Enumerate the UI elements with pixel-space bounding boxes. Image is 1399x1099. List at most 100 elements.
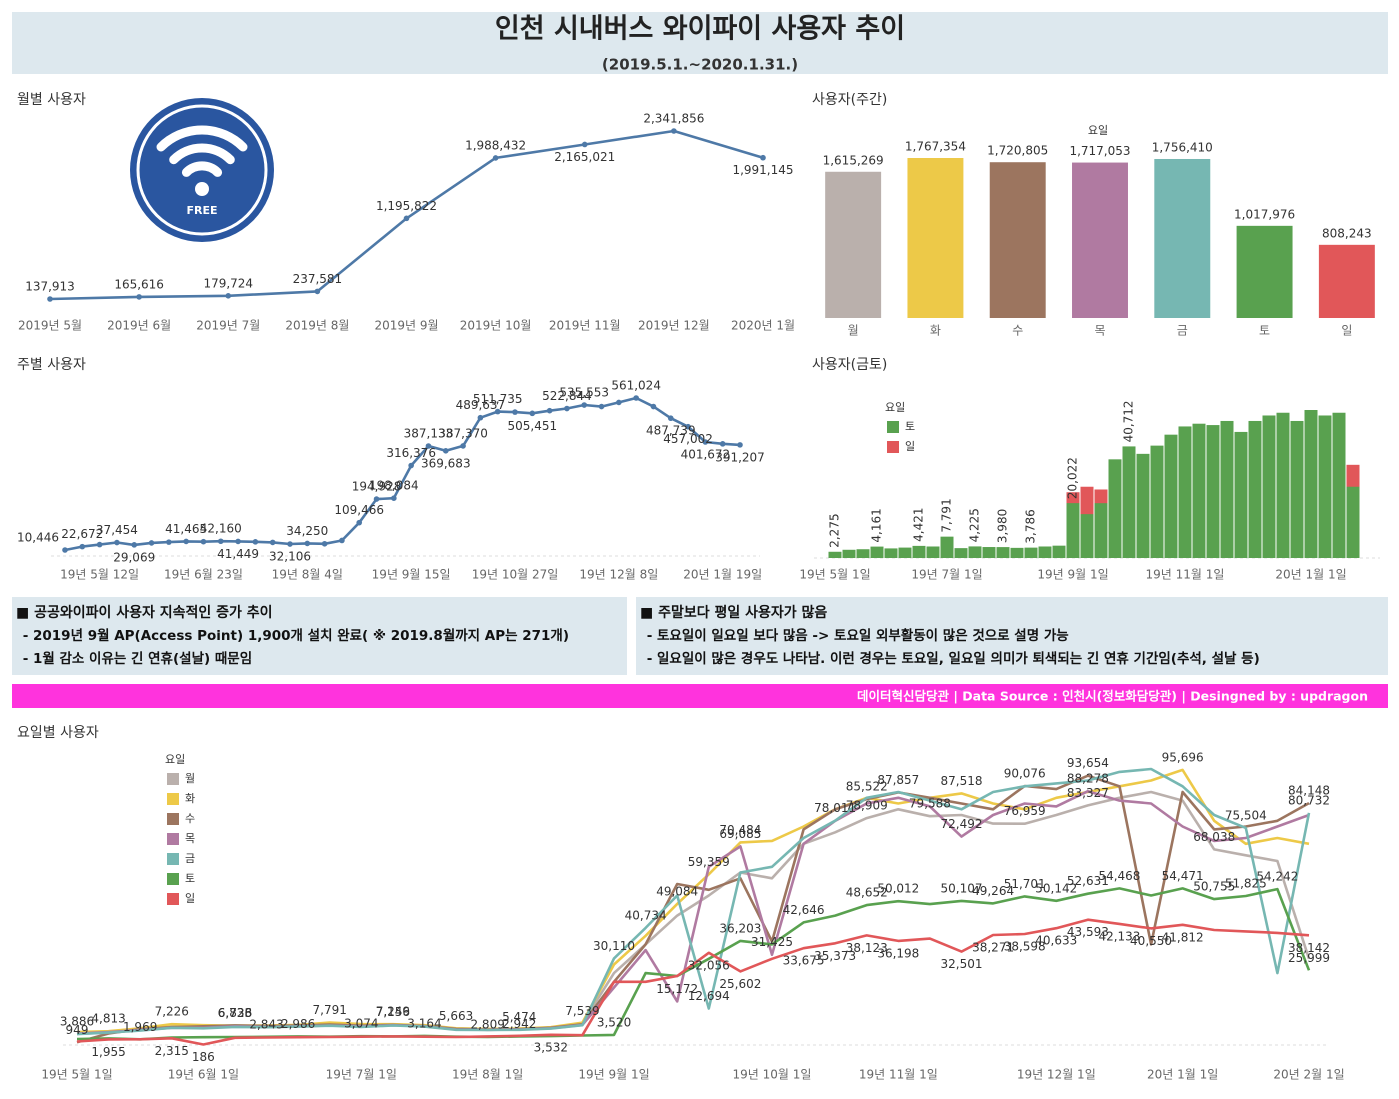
point [62,547,68,553]
value-label: 41,812 [1162,930,1204,944]
value-label: 194,928 [352,480,402,494]
x-tick-label: 19년 5월 12일 [60,568,139,582]
point [225,293,232,299]
point [148,540,155,546]
value-label: 38,123 [846,941,888,955]
x-tick-label: 20년 2월 1일 [1273,1068,1344,1082]
point [252,539,259,545]
bar [884,548,898,558]
point [166,539,172,545]
value-label: 42,646 [783,903,825,917]
bar [1236,225,1293,318]
value-label: 32,501 [941,957,983,971]
value-label: 50,755 [1193,880,1235,894]
value-label: 2,942 [502,1017,536,1031]
value-label: 7,249 [376,1005,410,1019]
point [671,128,677,134]
value-label: 29,069 [113,550,155,564]
point [114,539,120,546]
value-label: 93,654 [1067,756,1109,770]
bar [1136,453,1150,558]
chart-title: 사용자(주간) [812,92,887,108]
chart-title: 월별 사용자 [17,92,86,108]
value-label: 522,844 [542,389,592,403]
bar [1192,423,1206,558]
x-tick-label: 2019년 11월 [549,319,621,333]
point [685,423,691,430]
value-label: 35,373 [814,949,856,963]
x-tick-label: 월 [848,324,859,338]
value-label: 20,022 [1066,457,1080,499]
value-label: 1,988,432 [465,138,526,152]
value-label: 2,986 [281,1017,315,1031]
value-label: 3,532 [534,1040,568,1054]
value-label: 41,449 [217,547,259,561]
legend-swatch [167,813,179,825]
value-label: 31,425 [751,935,793,949]
value-label: 7,791 [313,1003,347,1017]
x-tick-label: 2019년 12월 [638,319,710,333]
point [616,399,622,406]
value-label: 401,672 [681,447,731,461]
legend-title: 요일 [165,752,185,766]
bar [1122,446,1136,558]
value-label: 25,602 [719,977,761,991]
x-tick-label: 19년 8월 1일 [452,1068,523,1082]
x-tick-label: 19년 12월 1일 [1017,1068,1096,1082]
value-label: 38,271 [972,940,1014,954]
value-label: 2,341,856 [643,112,704,126]
value-label: 387,133 [404,427,454,441]
value-label: 59,359 [688,855,730,869]
value-label: 87,518 [941,774,983,788]
x-tick-label: 20년 1월 1일 [1275,568,1346,582]
value-label: 78,011 [814,801,856,815]
value-label: 3,886 [60,1014,94,1028]
point [442,448,449,454]
value-label: 49,084 [656,884,698,898]
value-label: 48,652 [846,886,888,900]
value-label: 68,038 [1193,830,1235,844]
value-label: 179,724 [203,276,253,290]
note-line: - 2019년 9월 AP(Access Point) 1,900개 설치 완료… [18,627,569,644]
x-tick-label: 금 [1177,324,1188,338]
bar [1038,546,1052,558]
value-label: 38,142 [1288,941,1330,955]
legend-label: 일 [905,439,915,453]
x-tick-label: 2019년 5월 [18,319,82,333]
value-label: 84,148 [1288,784,1330,798]
footer-text: 데이터혁신담당관 | Data Source : 인천시(정보화담당관) | D… [857,689,1368,704]
point [408,462,414,469]
note-heading: ■ 공공와이파이 사용자 지속적인 증가 추이 [16,604,273,621]
x-tick-label: 일 [1341,324,1352,338]
value-label: 90,076 [1004,767,1046,781]
value-label: 6,723 [218,1006,252,1020]
x-tick-label: 19년 10월 27일 [472,568,559,582]
value-label: 1,017,976 [1234,207,1295,221]
value-label: 32,106 [269,550,311,564]
point [356,519,363,526]
point [235,538,241,545]
point [477,414,484,421]
note-box [12,597,627,675]
point [131,542,138,548]
value-label: 3,164 [407,1016,441,1030]
bar [1262,415,1276,558]
value-label: 109,466 [334,503,384,517]
value-label: 51,701 [1004,877,1046,891]
bar [1290,420,1304,558]
bar [1276,412,1290,558]
value-label: 78,909 [846,799,888,813]
value-label: 12,694 [688,989,730,1003]
value-label: 316,376 [386,446,436,460]
value-label: 54,242 [1256,870,1298,884]
value-label: 561,024 [611,379,661,393]
value-label: 33,675 [783,954,825,968]
value-label: 2,843 [249,1017,283,1031]
value-label: 1,756,410 [1152,140,1213,154]
value-label: 3,980 [996,509,1010,543]
point [96,541,103,548]
point [217,538,224,545]
value-label: 2,315 [155,1044,189,1058]
value-label: 1,615,269 [823,153,884,167]
bar [870,546,884,558]
